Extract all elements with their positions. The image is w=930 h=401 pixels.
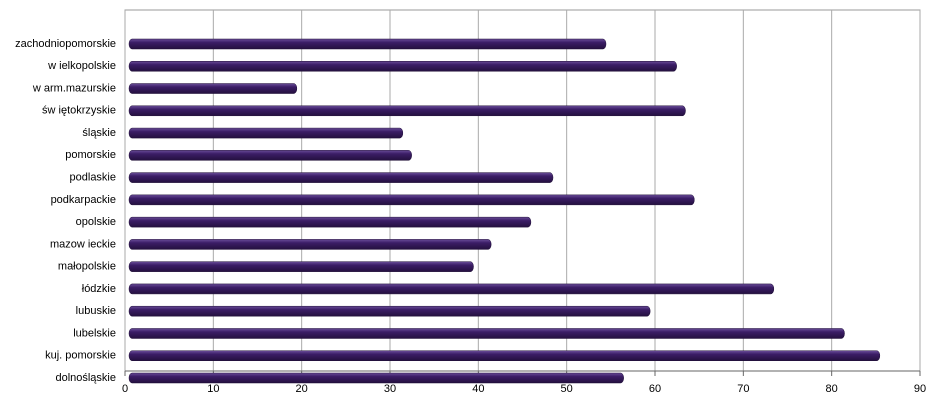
bar bbox=[128, 305, 651, 317]
x-tick-label: 70 bbox=[737, 383, 749, 395]
bar bbox=[128, 261, 474, 272]
y-tick-label: małopolskie bbox=[58, 261, 116, 273]
y-tick-label: śląskie bbox=[82, 127, 116, 139]
y-tick-label: opolskie bbox=[76, 216, 116, 228]
y-tick-label: kuj. pomorskie bbox=[45, 350, 116, 362]
bar bbox=[128, 350, 881, 361]
y-tick-label: lubuskie bbox=[76, 305, 116, 317]
bar bbox=[128, 372, 624, 384]
y-tick-label: podkarpackie bbox=[51, 194, 116, 206]
x-tick-label: 60 bbox=[649, 383, 661, 395]
bar bbox=[128, 105, 686, 117]
y-tick-label: dolnośląskie bbox=[55, 372, 116, 384]
y-tick-label: podlaskie bbox=[70, 172, 116, 184]
bar bbox=[128, 328, 845, 339]
x-tick-label: 80 bbox=[826, 383, 838, 395]
y-tick-label: mazow ieckie bbox=[50, 238, 116, 250]
y-tick-label: w ielkopolskie bbox=[47, 60, 116, 72]
x-tick-label: 50 bbox=[561, 383, 573, 395]
bar bbox=[128, 239, 492, 250]
bar bbox=[128, 216, 532, 228]
bar bbox=[128, 61, 677, 72]
x-tick-label: 90 bbox=[914, 383, 926, 395]
x-tick-label: 40 bbox=[472, 383, 484, 395]
y-tick-label: św iętokrzyskie bbox=[42, 105, 116, 117]
x-tick-label: 0 bbox=[122, 383, 128, 395]
bar bbox=[128, 127, 404, 139]
bar bbox=[128, 38, 607, 50]
bar bbox=[128, 83, 298, 94]
bar bbox=[128, 283, 775, 295]
bar bbox=[128, 150, 412, 161]
bar bbox=[128, 172, 554, 183]
y-tick-label: pomorskie bbox=[65, 149, 116, 161]
x-tick-label: 20 bbox=[296, 383, 308, 395]
y-tick-label: w arm.mazurskie bbox=[32, 82, 116, 94]
x-tick-label: 30 bbox=[384, 383, 396, 395]
y-tick-label: łódzkie bbox=[82, 283, 116, 295]
y-tick-label: lubelskie bbox=[73, 327, 116, 339]
y-tick-label: zachodniopomorskie bbox=[15, 38, 116, 50]
x-tick-label: 10 bbox=[207, 383, 219, 395]
bar bbox=[128, 194, 695, 206]
